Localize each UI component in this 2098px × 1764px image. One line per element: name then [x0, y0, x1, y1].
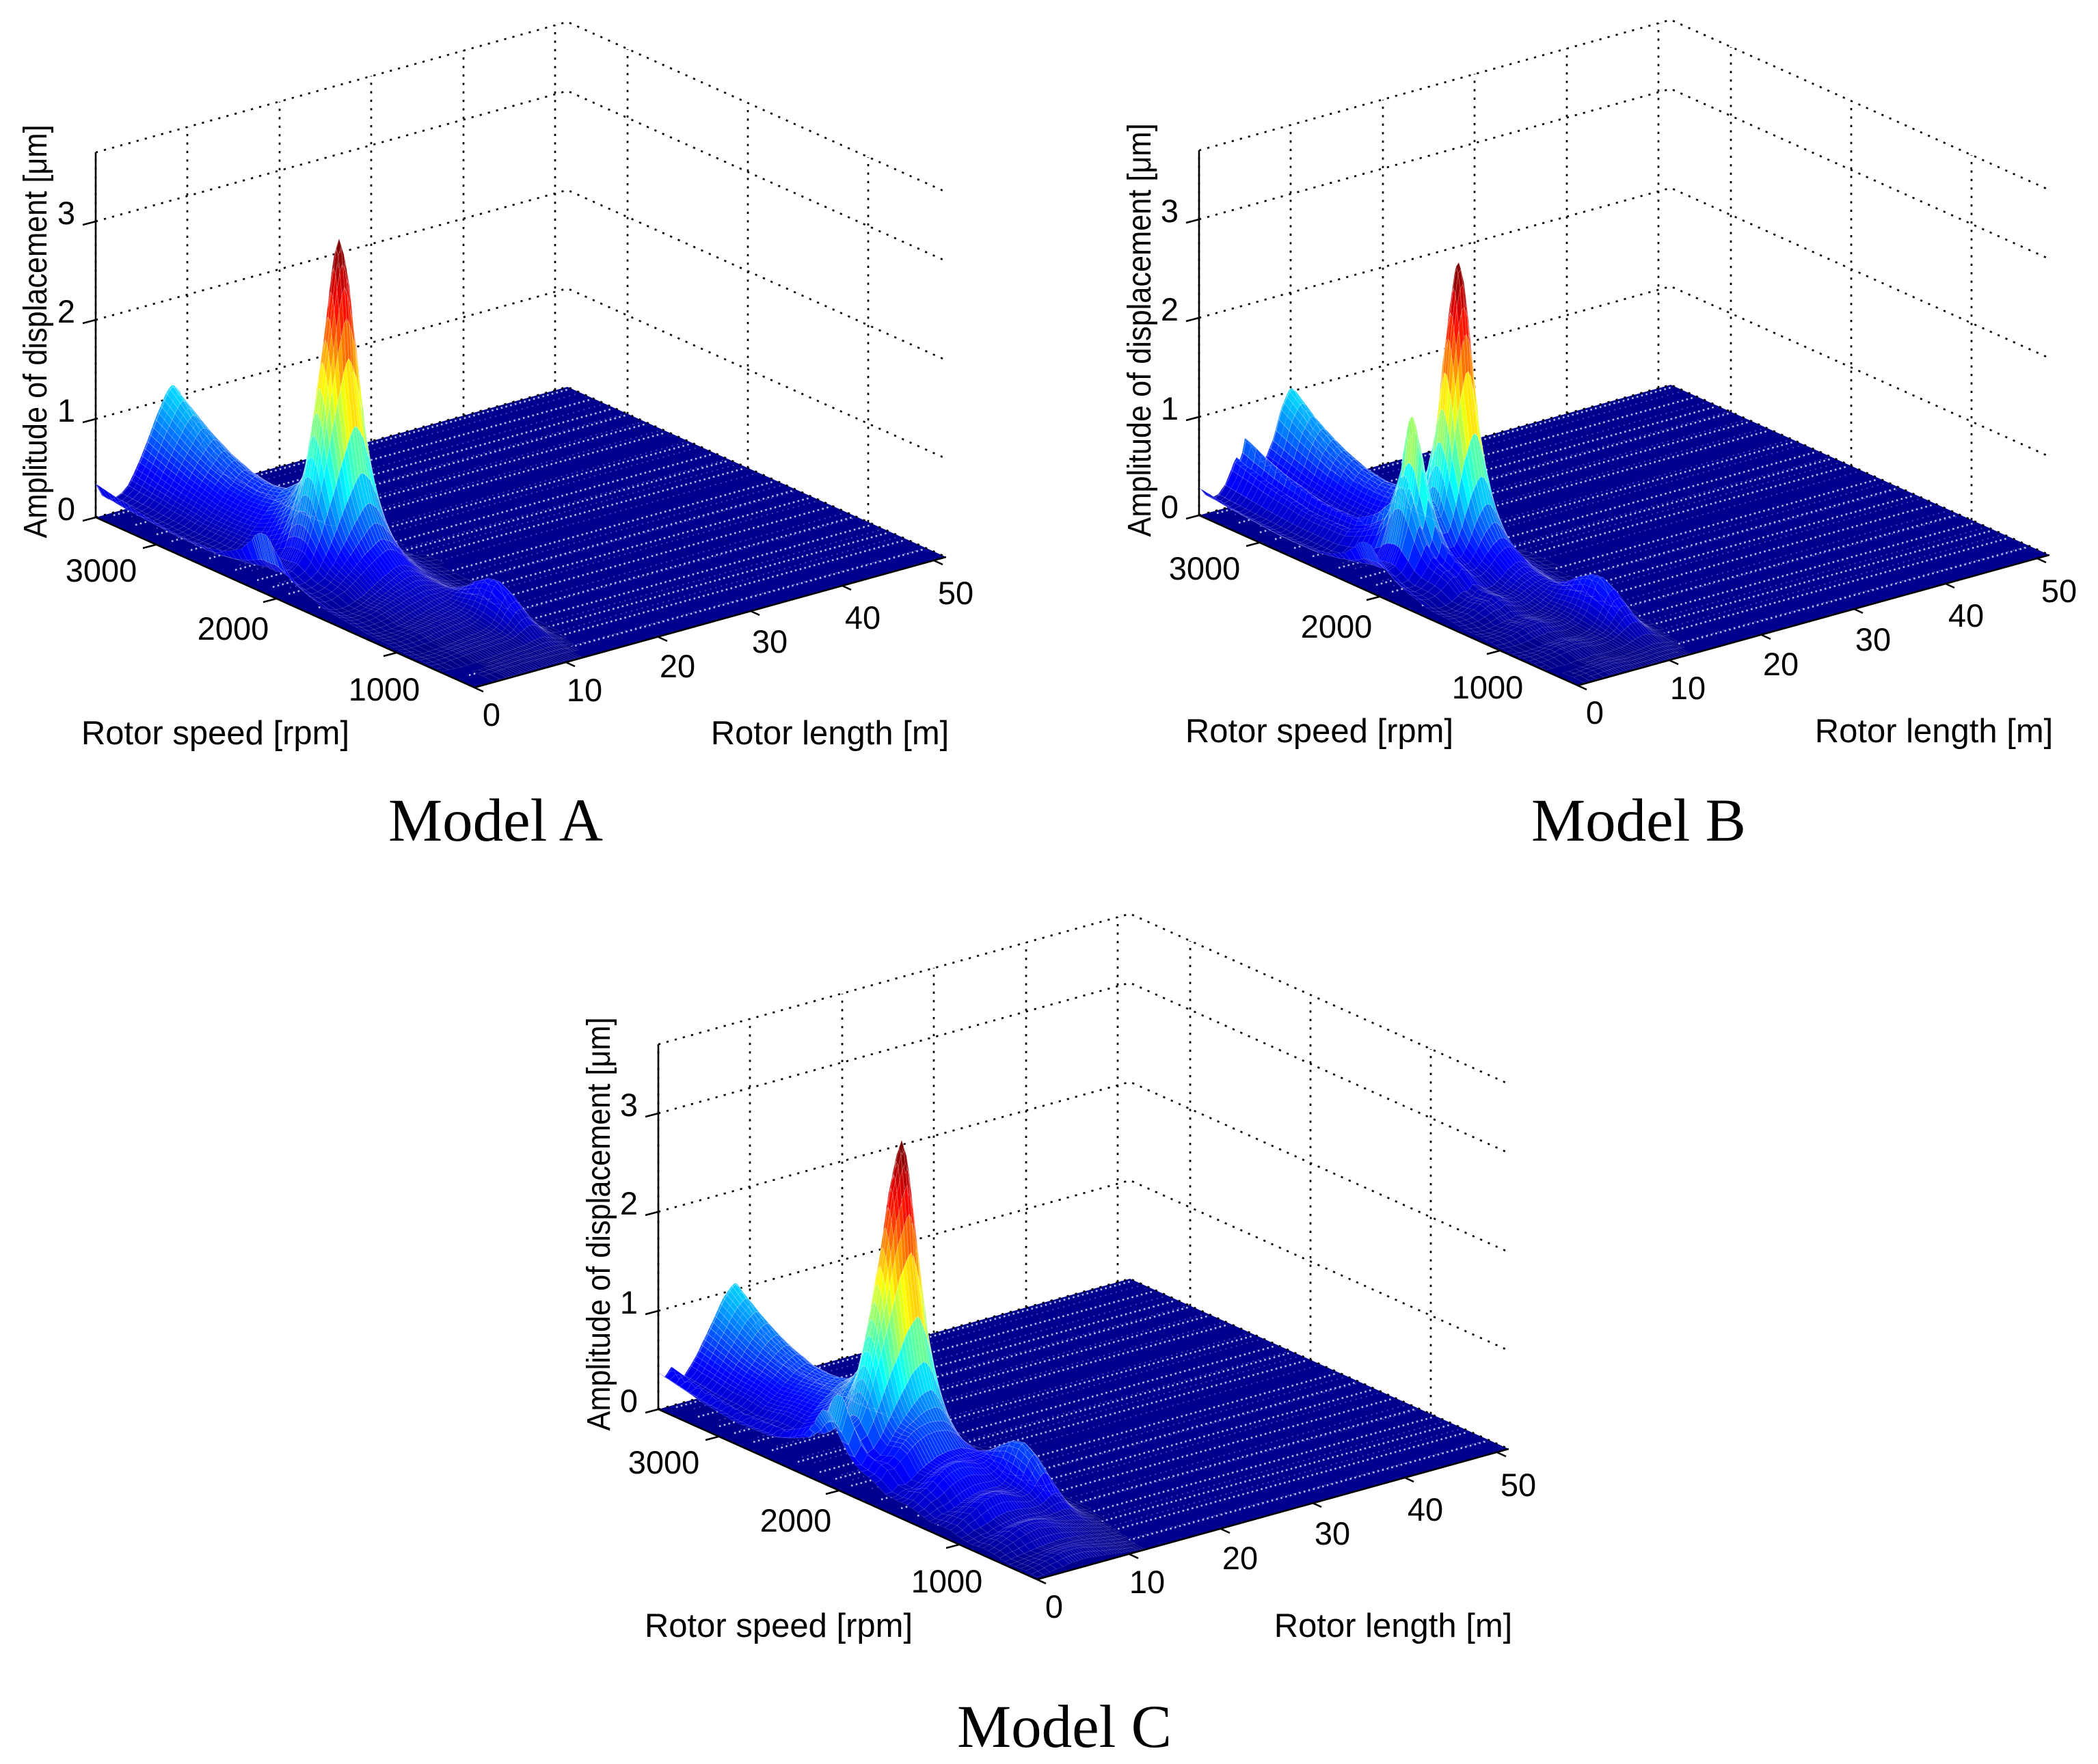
svg-text:Amplitude of displacement [μm]: Amplitude of displacement [μm] [1122, 124, 1158, 537]
svg-text:1: 1 [1161, 390, 1179, 426]
svg-text:30: 30 [1315, 1515, 1350, 1551]
svg-text:10: 10 [1129, 1564, 1165, 1600]
svg-text:20: 20 [660, 648, 695, 684]
svg-text:0: 0 [483, 696, 500, 733]
svg-text:20: 20 [1763, 646, 1799, 682]
svg-text:Amplitude of displacement [μm]: Amplitude of displacement [μm] [18, 125, 54, 539]
svg-text:10: 10 [567, 672, 602, 708]
svg-text:1000: 1000 [349, 671, 420, 707]
svg-text:1000: 1000 [911, 1563, 983, 1599]
svg-text:0: 0 [620, 1383, 638, 1419]
svg-text:Model A: Model A [388, 787, 603, 854]
svg-text:3000: 3000 [66, 552, 137, 588]
svg-text:3000: 3000 [1169, 550, 1241, 586]
svg-text:Rotor length [m]: Rotor length [m] [1274, 1607, 1513, 1644]
svg-text:50: 50 [1501, 1467, 1536, 1503]
svg-text:1: 1 [57, 392, 75, 429]
svg-text:3: 3 [1161, 193, 1179, 229]
svg-text:10: 10 [1670, 670, 1706, 706]
svg-text:Rotor speed [rpm]: Rotor speed [rpm] [81, 715, 349, 752]
svg-text:Amplitude of displacement [μm]: Amplitude of displacement [μm] [581, 1018, 617, 1431]
svg-text:0: 0 [1045, 1588, 1063, 1625]
svg-text:Model C: Model C [957, 1694, 1172, 1761]
svg-text:2: 2 [1161, 291, 1179, 327]
svg-text:2000: 2000 [198, 610, 269, 647]
svg-text:2000: 2000 [760, 1502, 832, 1538]
svg-text:40: 40 [1948, 597, 1984, 634]
svg-text:30: 30 [752, 623, 788, 660]
svg-text:2000: 2000 [1301, 608, 1373, 644]
svg-text:0: 0 [57, 491, 75, 527]
svg-text:50: 50 [938, 575, 973, 611]
svg-text:1000: 1000 [1452, 669, 1524, 705]
svg-text:30: 30 [1855, 621, 1891, 657]
svg-text:Rotor length [m]: Rotor length [m] [1815, 713, 2054, 750]
svg-text:50: 50 [2041, 573, 2077, 609]
svg-text:2: 2 [57, 293, 75, 329]
svg-text:3: 3 [620, 1087, 638, 1123]
svg-text:20: 20 [1222, 1540, 1258, 1576]
svg-text:0: 0 [1161, 489, 1179, 525]
svg-text:1: 1 [620, 1284, 638, 1320]
svg-text:3: 3 [57, 195, 75, 231]
svg-text:40: 40 [1408, 1491, 1443, 1528]
svg-text:40: 40 [845, 599, 880, 636]
svg-text:2: 2 [620, 1185, 638, 1221]
svg-text:Rotor length [m]: Rotor length [m] [711, 715, 950, 752]
svg-text:3000: 3000 [628, 1444, 700, 1480]
svg-text:Model B: Model B [1531, 787, 1746, 854]
svg-text:Rotor speed [rpm]: Rotor speed [rpm] [1185, 713, 1453, 750]
svg-text:Rotor speed [rpm]: Rotor speed [rpm] [645, 1607, 913, 1644]
svg-text:0: 0 [1586, 694, 1604, 731]
